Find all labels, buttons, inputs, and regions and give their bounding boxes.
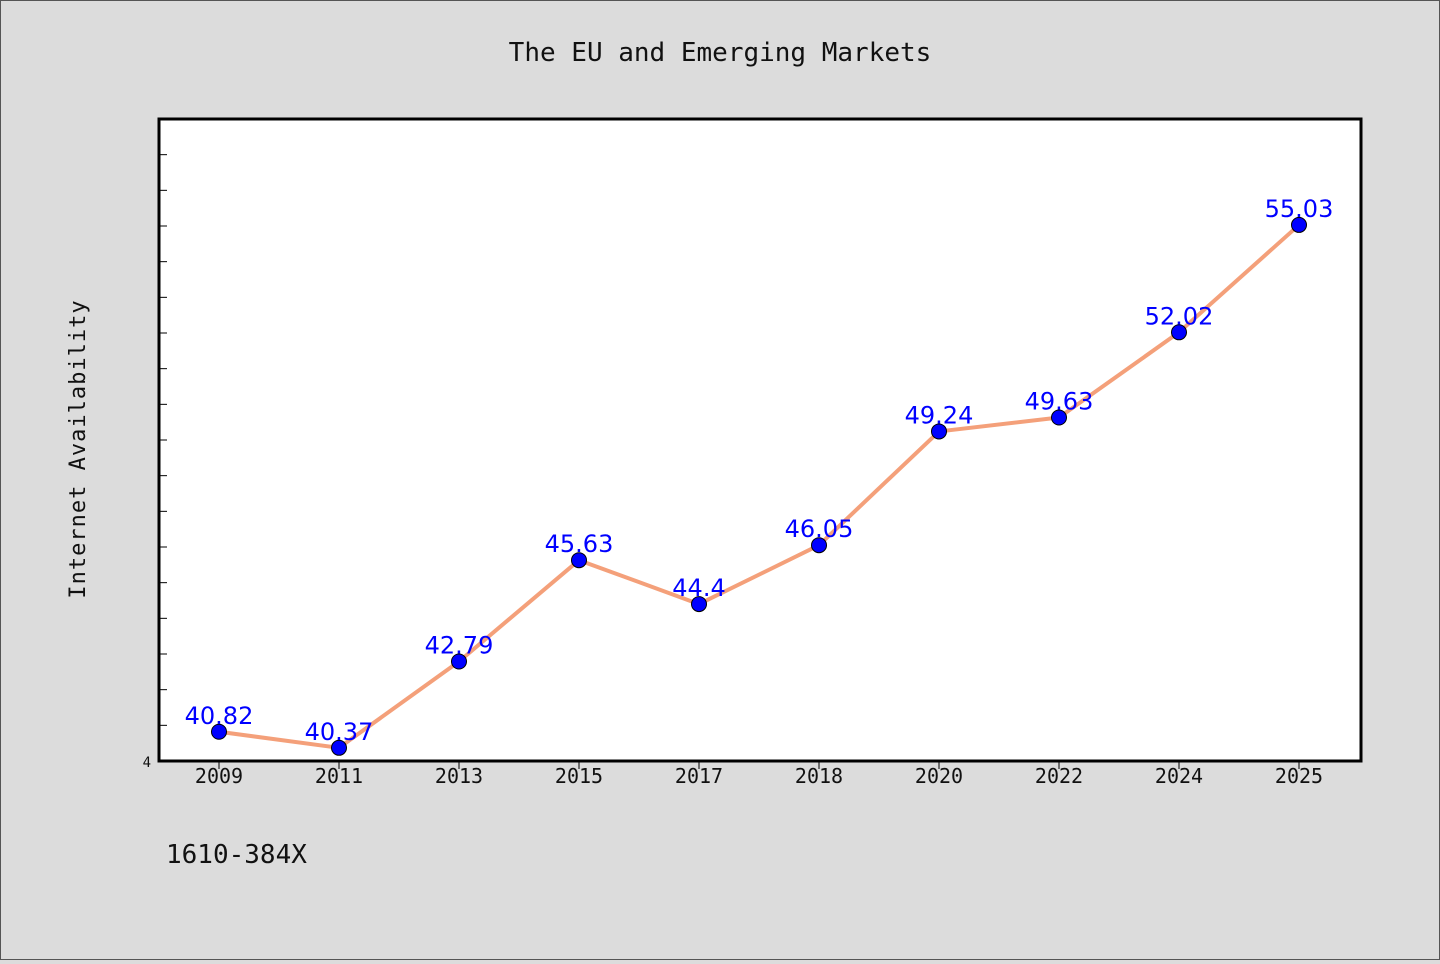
x-tick-label: 2017 bbox=[675, 764, 723, 788]
y-axis-ticks bbox=[159, 154, 167, 762]
data-label: 46.05 bbox=[785, 515, 854, 543]
y-tick-label: 4 bbox=[143, 755, 151, 771]
x-tick-label: 2025 bbox=[1275, 764, 1323, 788]
data-label: 40.82 bbox=[185, 702, 254, 730]
footer-code: 1610-384X bbox=[166, 840, 307, 870]
x-tick-label: 2011 bbox=[315, 764, 363, 788]
x-tick-label: 2018 bbox=[795, 764, 843, 788]
data-label: 49.63 bbox=[1025, 388, 1094, 416]
data-point bbox=[931, 423, 947, 440]
data-point bbox=[331, 739, 347, 756]
data-label: 42.79 bbox=[425, 631, 494, 659]
data-point bbox=[571, 552, 587, 569]
series-line bbox=[218, 223, 1301, 750]
x-tick-label: 2009 bbox=[195, 764, 243, 788]
data-label: 52.02 bbox=[1145, 302, 1214, 330]
x-tick-label: 2015 bbox=[555, 764, 603, 788]
y-axis-label: Internet Availability bbox=[66, 299, 91, 598]
data-point bbox=[811, 537, 827, 554]
data-point bbox=[1291, 216, 1307, 233]
data-point bbox=[1051, 409, 1067, 426]
data-label: 45.63 bbox=[545, 530, 614, 558]
data-point bbox=[691, 596, 707, 613]
chart-title: The EU and Emerging Markets bbox=[509, 38, 932, 68]
x-tick-label: 2024 bbox=[1155, 764, 1203, 788]
data-label: 55.03 bbox=[1265, 195, 1334, 223]
data-point bbox=[211, 723, 227, 740]
data-label: 44.4 bbox=[672, 574, 725, 602]
x-tick-label: 2022 bbox=[1035, 764, 1083, 788]
data-point bbox=[451, 653, 467, 670]
data-label: 40.37 bbox=[305, 718, 374, 746]
x-axis-ticks: 2009 2011 2013 2015 2017 2018 2020 2022 2024 2025 bbox=[195, 761, 1323, 788]
data-label: 49.24 bbox=[905, 401, 974, 429]
series-group: 40.82 40.37 42.79 45.63 44.4 46.05 49.24 49.63 5… bbox=[185, 195, 1334, 756]
x-tick-label: 2020 bbox=[915, 764, 963, 788]
plot-area bbox=[157, 117, 1363, 763]
x-tick-label: 2013 bbox=[435, 764, 483, 788]
data-point bbox=[1171, 324, 1187, 341]
